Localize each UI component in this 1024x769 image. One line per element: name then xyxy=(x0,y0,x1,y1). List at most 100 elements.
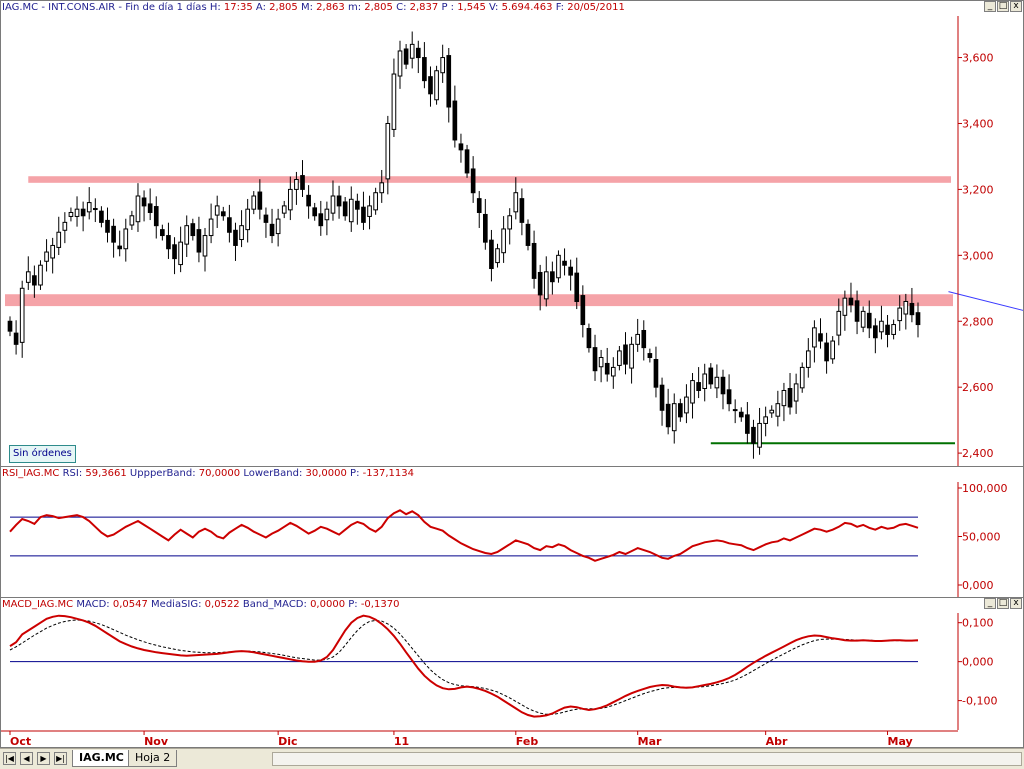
macd-chart[interactable]: 0,100 0,000 -0,100 Oct Nov Dic 11 Feb Mar Abr May xyxy=(0,597,1024,748)
title-item-label: UppperBand: xyxy=(126,468,199,479)
candle xyxy=(324,208,330,221)
candle xyxy=(543,271,549,300)
title-item-label: MACD: xyxy=(76,599,113,610)
candle xyxy=(769,409,775,414)
candle xyxy=(726,389,732,405)
title-item-value: 2,837 xyxy=(409,2,439,13)
title-item-label: Band_MACD: xyxy=(239,599,311,610)
candle xyxy=(330,195,336,214)
candle xyxy=(732,409,738,412)
close-button[interactable]: x xyxy=(1010,598,1022,609)
title-item-label: V: xyxy=(485,2,502,13)
month-label: Oct xyxy=(10,735,31,748)
minimize-button[interactable]: _ xyxy=(984,598,996,609)
price-tick-label: 2,800 xyxy=(962,315,994,328)
month-label: May xyxy=(888,735,913,748)
candle xyxy=(671,403,677,432)
title-item-label: m: xyxy=(344,2,365,13)
candle xyxy=(239,225,244,241)
candle xyxy=(860,310,866,328)
month-label: Feb xyxy=(516,735,539,748)
candle xyxy=(74,208,80,217)
candle xyxy=(62,221,68,231)
price-chart[interactable]: 3,600 3,400 3,200 3,000 2,800 2,600 2,400 xyxy=(0,0,1024,467)
candle xyxy=(537,271,543,296)
trend-line xyxy=(948,291,1024,311)
title-item-value: 5.694.463 xyxy=(501,2,553,13)
candle xyxy=(891,324,896,335)
title-item-value: -0,1370 xyxy=(360,599,400,610)
candle xyxy=(160,229,165,237)
candle xyxy=(86,202,92,213)
candle xyxy=(50,244,55,259)
resistance-band xyxy=(28,176,952,183)
candle xyxy=(403,48,409,65)
title-item-label: P : xyxy=(438,2,458,13)
first-sheet-button[interactable]: |◀ xyxy=(3,752,16,765)
candle xyxy=(117,245,123,250)
candle xyxy=(489,239,494,270)
price-tick-label: 3,400 xyxy=(962,117,994,130)
price-tick-label: 2,400 xyxy=(962,447,994,460)
macd-pane: 0,100 0,000 -0,100 Oct Nov Dic 11 Feb Mar Abr May … xyxy=(0,597,1024,748)
sheet-tab-hoja2[interactable]: Hoja 2 xyxy=(128,750,178,767)
minimize-button[interactable]: _ xyxy=(984,1,996,12)
candle xyxy=(80,208,86,217)
candle xyxy=(763,416,768,424)
candle xyxy=(903,300,909,315)
candle xyxy=(738,411,744,418)
sheet-tab-iag[interactable]: IAG.MC xyxy=(72,750,131,767)
horizontal-scrollbar[interactable] xyxy=(272,752,1022,766)
prev-sheet-button[interactable]: ◀ xyxy=(20,752,33,765)
candle xyxy=(586,328,592,349)
candle xyxy=(805,350,811,368)
macd-title-bar: MACD_IAG.MC MACD: 0,0547 MediaSIG: 0,052… xyxy=(2,597,399,613)
candle xyxy=(793,383,799,402)
next-sheet-button[interactable]: ▶ xyxy=(37,752,50,765)
candle xyxy=(592,347,598,372)
candle xyxy=(458,143,464,151)
candle xyxy=(836,310,842,336)
candle xyxy=(757,422,762,448)
restore-button[interactable]: □ xyxy=(997,1,1009,12)
candle xyxy=(684,396,689,414)
close-button[interactable]: x xyxy=(1010,1,1022,12)
title-item-value: 2,805 xyxy=(364,2,393,13)
price-tick-label: 3,600 xyxy=(962,52,994,65)
title-item-value: 2,805 xyxy=(269,2,298,13)
title-item-label: A: xyxy=(252,2,270,13)
candle xyxy=(428,76,433,95)
candle xyxy=(842,297,848,316)
sin-ordenes-badge[interactable]: Sin órdenes xyxy=(9,445,76,463)
price-pane: 3,600 3,400 3,200 3,000 2,800 2,600 2,400 IAG.… xyxy=(0,0,1024,467)
rsi-line xyxy=(9,509,919,562)
candle xyxy=(25,271,31,283)
candle xyxy=(348,198,354,223)
rsi-chart[interactable]: 100,000 50,000 0,000 xyxy=(0,466,1024,598)
price-title-bar: IAG.MC - INT.CONS.AIR - Fin de día 1 día… xyxy=(2,0,625,16)
candle xyxy=(617,350,622,366)
candle xyxy=(275,218,281,235)
candle xyxy=(519,198,525,223)
candle xyxy=(464,149,470,174)
candle xyxy=(105,219,110,233)
candle xyxy=(184,225,190,245)
candle xyxy=(294,179,299,190)
candle xyxy=(873,325,878,339)
candle xyxy=(135,195,141,223)
candle xyxy=(824,342,829,362)
restore-button[interactable]: □ xyxy=(997,598,1009,609)
candle xyxy=(385,122,391,180)
candle xyxy=(647,353,653,359)
candle xyxy=(501,228,506,254)
candle xyxy=(434,70,439,101)
last-sheet-button[interactable]: ▶| xyxy=(54,752,67,765)
title-item-value: 1,545 xyxy=(457,2,486,13)
price-title-prefix: IAG.MC - INT.CONS.AIR - Fin de día 1 día… xyxy=(2,2,207,13)
macd-line xyxy=(9,614,919,718)
title-item-label: MediaSIG: xyxy=(147,599,205,610)
candle xyxy=(812,327,817,348)
candle xyxy=(178,241,183,266)
candle xyxy=(281,205,287,214)
macd-title-name: MACD_IAG.MC xyxy=(2,599,74,610)
